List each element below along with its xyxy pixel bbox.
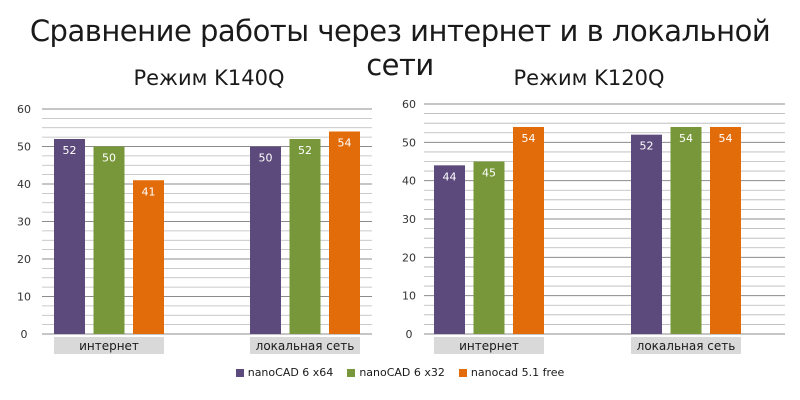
y-tick-label: 30 [17, 216, 31, 229]
x-category-label: интернет [459, 339, 519, 353]
data-label: 50 [102, 152, 116, 165]
category-band [631, 337, 741, 354]
bar [631, 134, 662, 334]
legend-item-nanocad-51-free: nanocad 5.1 free [458, 366, 565, 379]
bar [93, 146, 125, 334]
y-tick-label: 0 [406, 328, 413, 341]
category-band [250, 337, 360, 354]
chart-2-plot: 0 10 20 30 40 50 60 интернет локальная сеть 44 52 4… [402, 98, 785, 354]
chart-1-plot: 0 10 20 30 40 50 60 интернет локальная сеть 52 50 5… [17, 103, 372, 354]
y-tick-label: 50 [402, 136, 416, 149]
x-category-label: интернет [79, 339, 139, 353]
bar [513, 127, 544, 334]
x-category-label: локальная сеть [637, 339, 736, 353]
bar [670, 127, 702, 334]
legend-label: nanocad 5.1 free [470, 366, 565, 379]
y-tick-label: 10 [402, 290, 416, 303]
y-tick-label: 0 [21, 328, 28, 341]
data-label: 52 [63, 144, 77, 157]
category-band [54, 337, 164, 354]
data-label: 54 [719, 132, 733, 145]
legend-swatch [347, 368, 356, 377]
data-label: 52 [298, 144, 312, 157]
y-tick-label: 20 [402, 251, 416, 264]
bar [710, 127, 741, 334]
data-label: 45 [482, 167, 496, 180]
data-label: 52 [640, 140, 654, 153]
y-tick-label: 20 [17, 253, 31, 266]
data-label: 44 [443, 170, 457, 183]
chart-1-title: Режим K140Q [133, 66, 285, 90]
data-label: 54 [679, 132, 693, 145]
legend: nanoCAD 6 x64 nanoCAD 6 x32 nanocad 5.1 … [0, 366, 800, 379]
page-title: Сравнение работы через интернет и в лока… [29, 14, 771, 82]
y-tick-label: 50 [17, 141, 31, 154]
legend-label: nanoCAD 6 x32 [359, 366, 445, 379]
legend-swatch [235, 368, 244, 377]
chart-2-title: Режим K120Q [513, 66, 665, 90]
legend-label: nanoCAD 6 x64 [247, 366, 334, 379]
bar [250, 146, 281, 334]
data-label: 54 [338, 137, 352, 150]
y-tick-label: 40 [17, 178, 31, 191]
bar [329, 131, 360, 334]
category-band [434, 337, 544, 354]
bar [473, 161, 505, 334]
bar [133, 180, 164, 334]
legend-item-nanocad-6-x32: nanoCAD 6 x32 [347, 366, 445, 379]
legend-item-nanocad-6-x64: nanoCAD 6 x64 [235, 366, 334, 379]
data-label: 54 [522, 132, 536, 145]
y-tick-label: 60 [402, 98, 416, 111]
legend-swatch [458, 368, 467, 377]
bar [434, 165, 465, 334]
data-label: 41 [142, 185, 156, 198]
bar [289, 139, 321, 334]
bar [54, 139, 85, 334]
x-category-label: локальная сеть [256, 339, 355, 353]
y-tick-label: 40 [402, 175, 416, 188]
y-tick-label: 10 [17, 291, 31, 304]
y-tick-label: 30 [402, 213, 416, 226]
y-tick-label: 60 [17, 103, 31, 116]
data-label: 50 [259, 152, 273, 165]
